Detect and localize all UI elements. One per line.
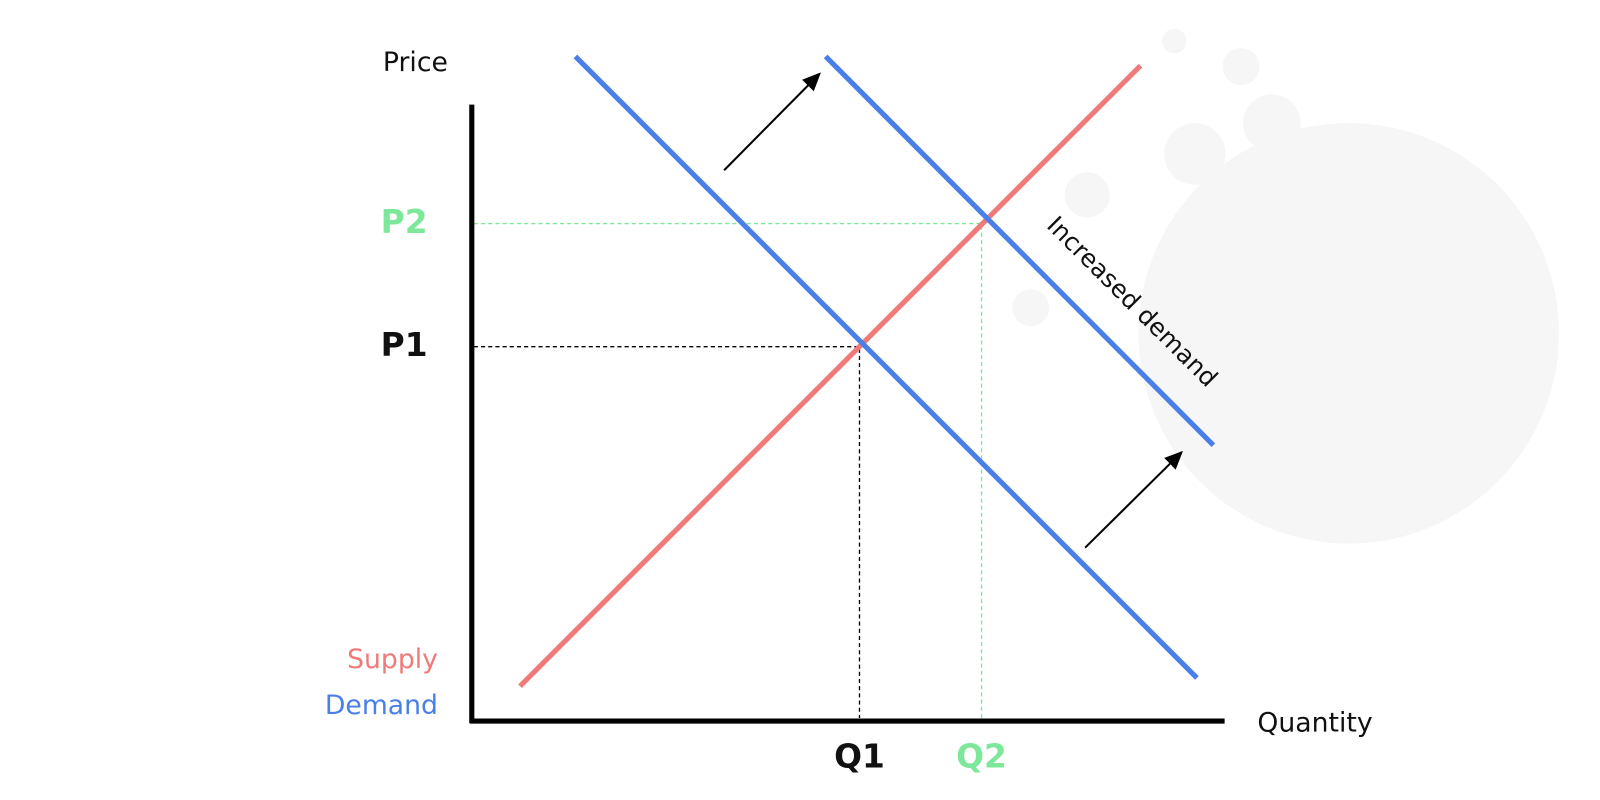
legend-entry: Demand xyxy=(325,690,438,721)
price-label: P2 xyxy=(381,203,428,241)
shift-arrow xyxy=(1084,450,1183,549)
legend-entry: Supply xyxy=(347,644,438,675)
demand-line xyxy=(573,54,1199,680)
demand-line-shifted xyxy=(823,54,1216,447)
p1-q1-guide xyxy=(473,346,861,718)
supply-line xyxy=(518,63,1143,688)
watermark xyxy=(1012,28,1559,544)
p2-q2-guide xyxy=(473,222,983,718)
price-label: P1 xyxy=(381,326,428,364)
quantity-label: Q1 xyxy=(834,737,885,775)
guides xyxy=(473,222,983,718)
x-axis-label: Quantity xyxy=(1257,708,1372,739)
y-axis-label: Price xyxy=(383,47,448,78)
shift-arrow xyxy=(723,72,821,171)
quantity-label: Q2 xyxy=(956,737,1007,775)
